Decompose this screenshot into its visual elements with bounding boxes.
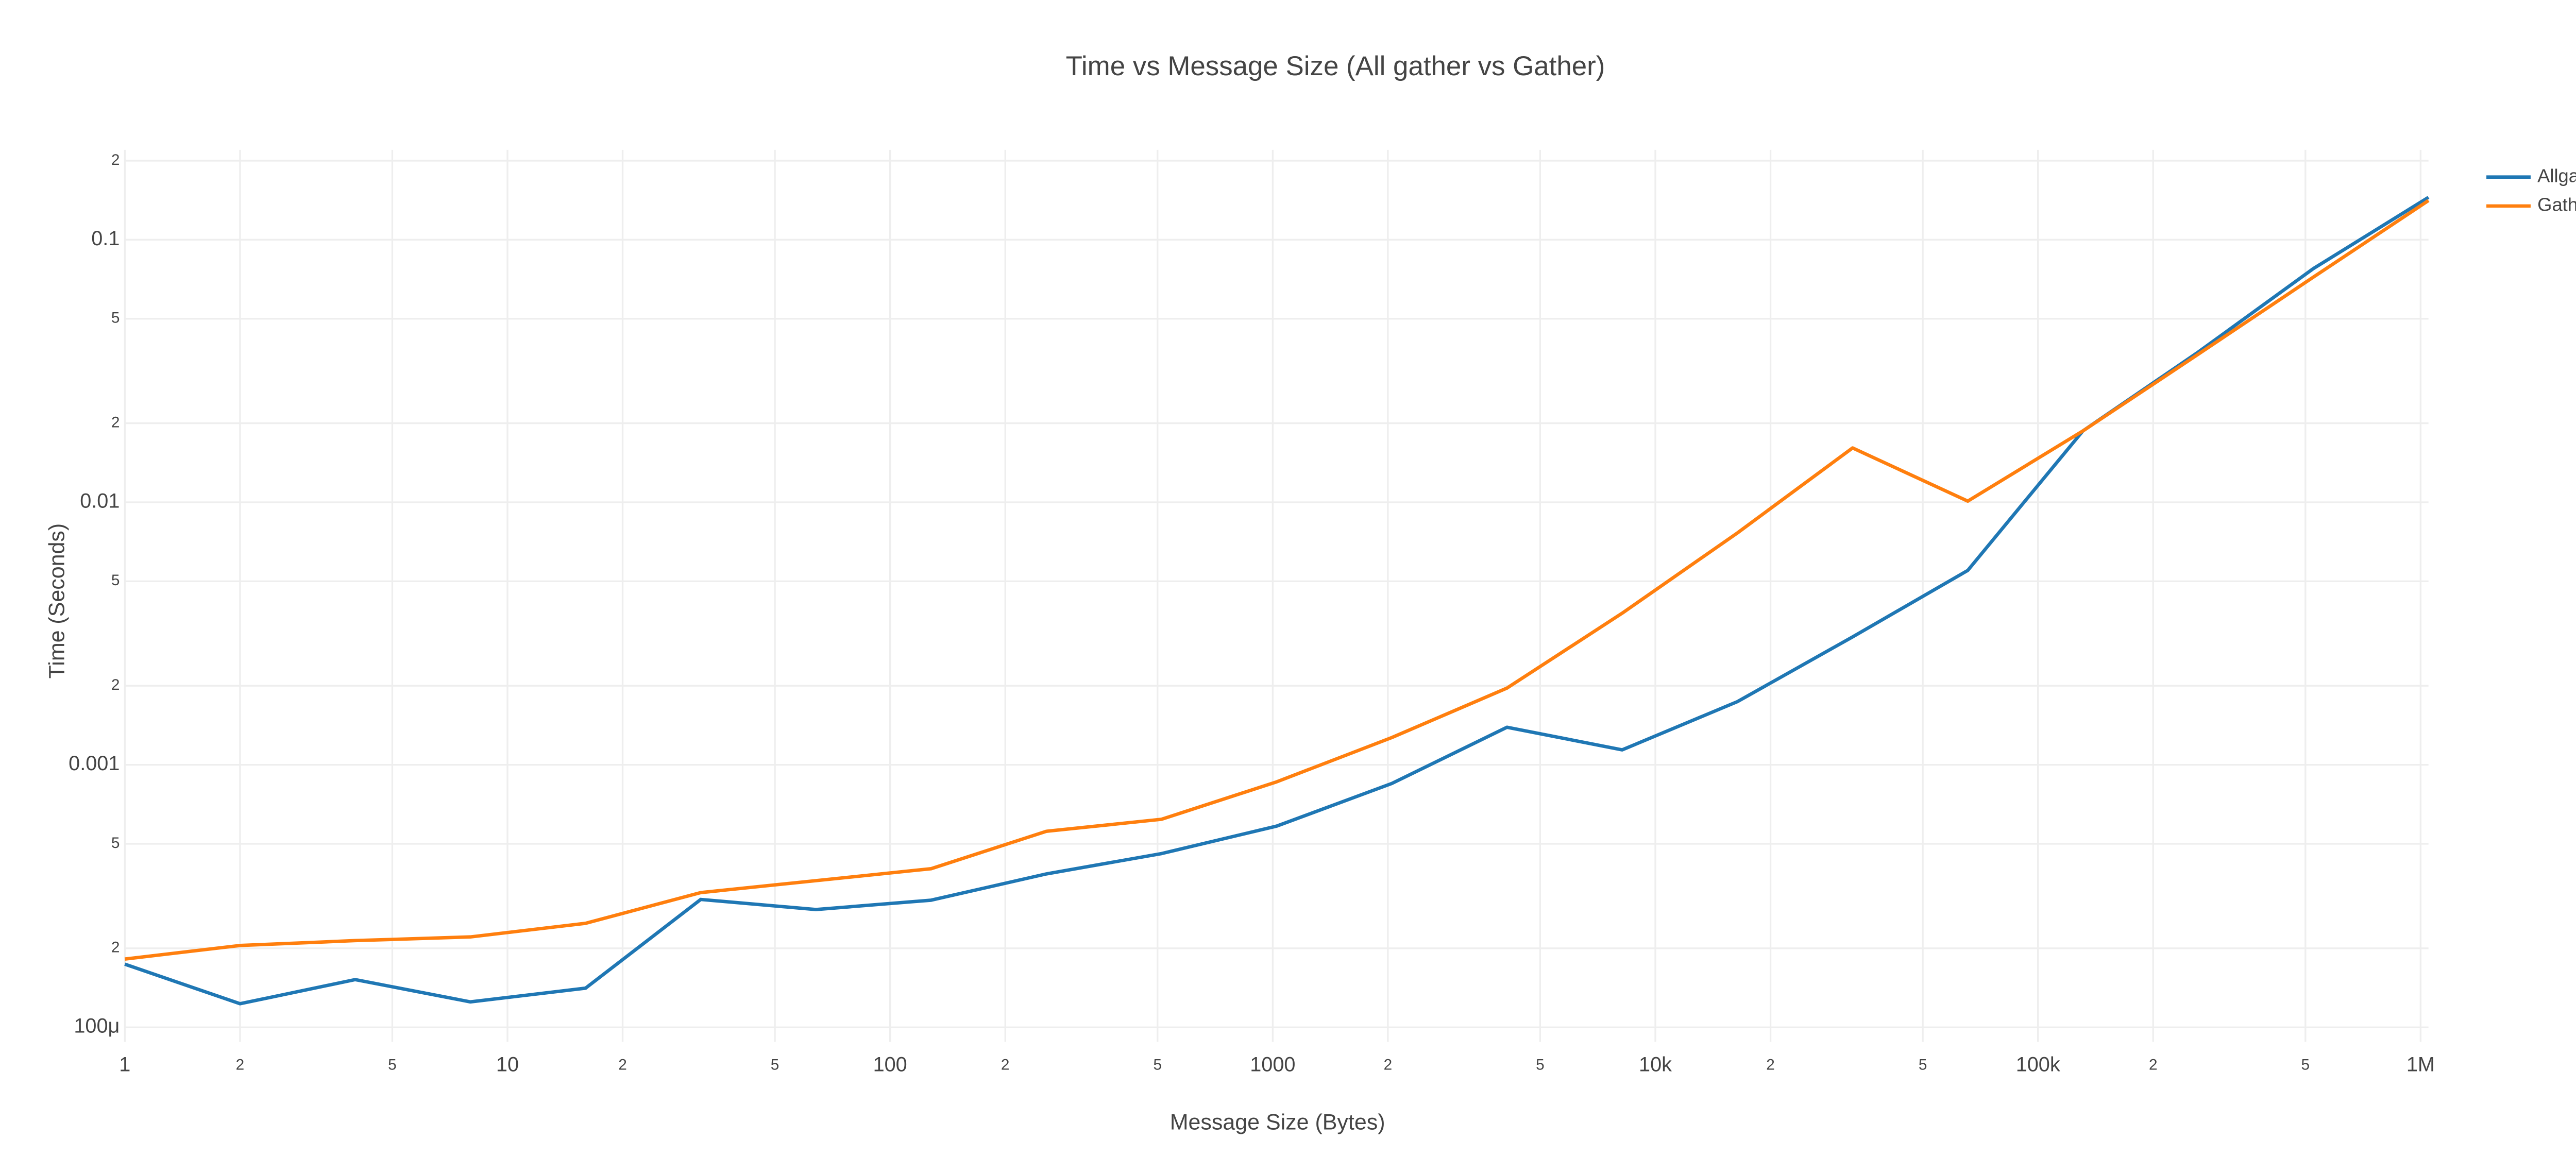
y-tick-label: 100μ — [74, 1015, 120, 1038]
x-tick-label: 5 — [1153, 1057, 1162, 1074]
y-axis-title: Time (Seconds) — [45, 523, 70, 679]
x-tick-label: 2 — [1384, 1057, 1393, 1074]
y-tick-label: 0.01 — [80, 489, 120, 512]
x-tick-label: 100 — [873, 1053, 907, 1076]
y-tick-label: 2 — [111, 939, 120, 956]
x-tick-label: 5 — [2301, 1057, 2310, 1074]
x-tick-label: 100k — [2016, 1053, 2060, 1076]
y-tick-label: 2 — [111, 151, 120, 168]
x-tick-label: 2 — [1001, 1057, 1010, 1074]
x-tick-label: 10 — [496, 1053, 519, 1076]
y-tick-label: 2 — [111, 676, 120, 693]
x-tick-label: 5 — [1919, 1057, 1927, 1074]
y-tick-label: 5 — [111, 835, 120, 852]
y-tick-label: 0.1 — [91, 227, 120, 250]
chart-title: Time vs Message Size (All gather vs Gath… — [1066, 51, 1605, 81]
x-axis-title: Message Size (Bytes) — [1170, 1110, 1385, 1135]
x-tick-label: 2 — [2149, 1057, 2158, 1074]
x-tick-label: 1M — [2406, 1053, 2435, 1076]
x-tick-label: 2 — [1766, 1057, 1775, 1074]
x-tick-label: 10k — [1639, 1053, 1672, 1076]
y-tick-label: 0.001 — [69, 752, 120, 775]
y-tick-label: 5 — [111, 572, 120, 589]
x-tick-label: 1000 — [1250, 1053, 1295, 1076]
legend-label: Gather/24 — [2537, 194, 2576, 215]
x-tick-label: 5 — [1536, 1057, 1545, 1074]
x-tick-label: 5 — [771, 1057, 779, 1074]
x-tick-label: 5 — [388, 1057, 397, 1074]
x-tick-label: 1 — [119, 1053, 130, 1076]
x-tick-label: 2 — [618, 1057, 627, 1074]
series-line — [124, 199, 2430, 961]
x-tick-label: 2 — [236, 1057, 245, 1074]
y-tick-label: 5 — [111, 310, 120, 327]
y-tick-label: 2 — [111, 414, 120, 431]
series-line — [124, 196, 2430, 1006]
